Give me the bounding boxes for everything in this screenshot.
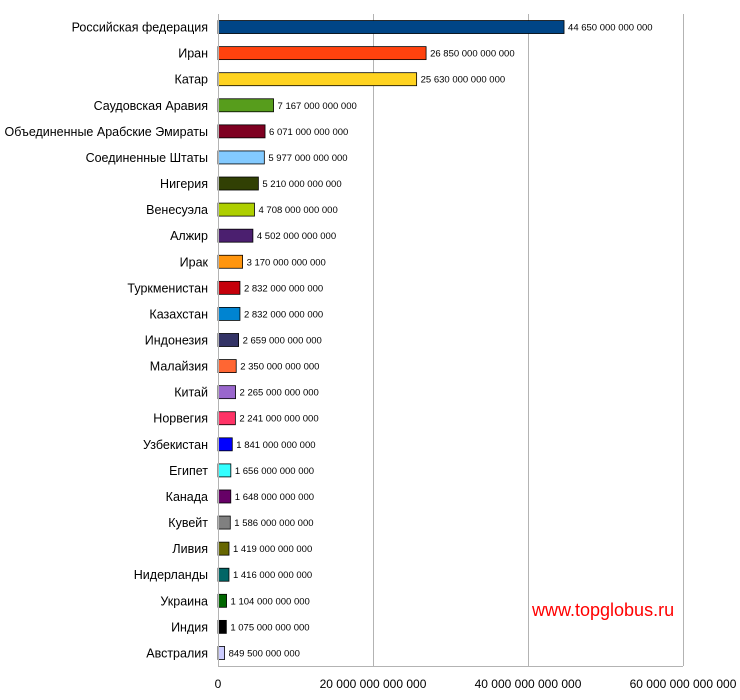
category-label: Канада [166,490,208,504]
value-label: 1 075 000 000 000 [230,622,309,633]
value-label: 4 708 000 000 000 [258,205,337,216]
value-label: 849 500 000 000 [229,648,300,659]
category-label: Ливия [172,542,208,556]
bar [217,333,240,347]
bar [217,593,227,608]
bar [217,515,231,530]
category-label: Австралия [146,646,208,660]
x-tick-label: 20 000 000 000 000 [320,677,427,691]
value-label: 5 210 000 000 000 [262,179,341,190]
category-label: Ирак [180,255,209,269]
value-label: 1 419 000 000 000 [233,544,312,555]
value-label: 1 841 000 000 000 [236,440,315,451]
x-tick-label: 60 000 000 000 000 [630,677,737,691]
category-label: Китай [174,386,208,400]
category-label: Нидерланды [134,568,208,582]
bar [217,489,232,504]
category-label: Индия [171,620,208,634]
category-label: Нигерия [160,177,208,191]
value-label: 2 832 000 000 000 [244,283,323,294]
value-label: 25 630 000 000 000 [421,75,506,86]
bar [217,359,237,373]
category-label: Египет [169,464,208,478]
value-label: 3 170 000 000 000 [247,257,326,268]
value-label: 1 656 000 000 000 [235,466,314,477]
category-label: Индонезия [145,334,208,348]
category-label: Малайзия [150,360,208,374]
bar [217,202,255,217]
bar [217,46,427,61]
value-label: 1 104 000 000 000 [231,596,310,607]
value-label: 26 850 000 000 000 [430,49,515,60]
value-label: 1 648 000 000 000 [235,492,314,503]
category-label: Российская федерация [72,21,208,35]
category-label: Норвегия [153,412,208,426]
category-label: Алжир [170,229,208,243]
category-label: Кувейт [168,516,208,530]
value-label: 2 241 000 000 000 [239,414,318,425]
category-label: Узбекистан [143,438,208,452]
category-label: Объединенные Арабские Эмираты [5,125,208,139]
bar [217,541,230,556]
category-label: Саудовская Аравия [94,99,208,113]
bar [217,567,230,582]
bar [217,228,254,243]
value-label: 44 650 000 000 000 [568,23,653,34]
bar [217,98,274,113]
value-label: 5 977 000 000 000 [268,153,347,164]
category-label: Украина [160,594,208,608]
value-label: 1 586 000 000 000 [234,518,313,529]
bar [217,411,236,426]
bar [217,619,227,634]
category-label: Туркменистан [127,281,208,295]
value-label: 7 167 000 000 000 [278,101,357,112]
bar [217,280,241,295]
category-label: Катар [175,73,208,87]
bar [217,124,266,139]
bar [217,72,418,87]
value-label: 2 659 000 000 000 [243,336,322,347]
bar [217,150,265,165]
site-watermark[interactable]: www.topglobus.ru [532,600,675,620]
category-label: Иран [178,47,208,61]
value-label: 2 350 000 000 000 [240,362,319,373]
bar [217,385,236,400]
x-tick-label: 40 000 000 000 000 [475,677,582,691]
category-label: Венесуэла [146,203,208,217]
bar [217,463,232,478]
bar [217,176,259,191]
category-label: Казахстан [149,307,208,321]
bar [217,254,243,269]
value-label: 2 832 000 000 000 [244,309,323,320]
bar [217,437,233,452]
x-tick-label: 0 [215,677,222,691]
bar [217,20,565,34]
value-label: 4 502 000 000 000 [257,231,336,242]
value-label: 6 071 000 000 000 [269,127,348,138]
value-label: 2 265 000 000 000 [240,388,319,399]
bar [217,307,241,321]
category-label: Соединенные Штаты [86,151,208,165]
value-label: 1 416 000 000 000 [233,570,312,581]
